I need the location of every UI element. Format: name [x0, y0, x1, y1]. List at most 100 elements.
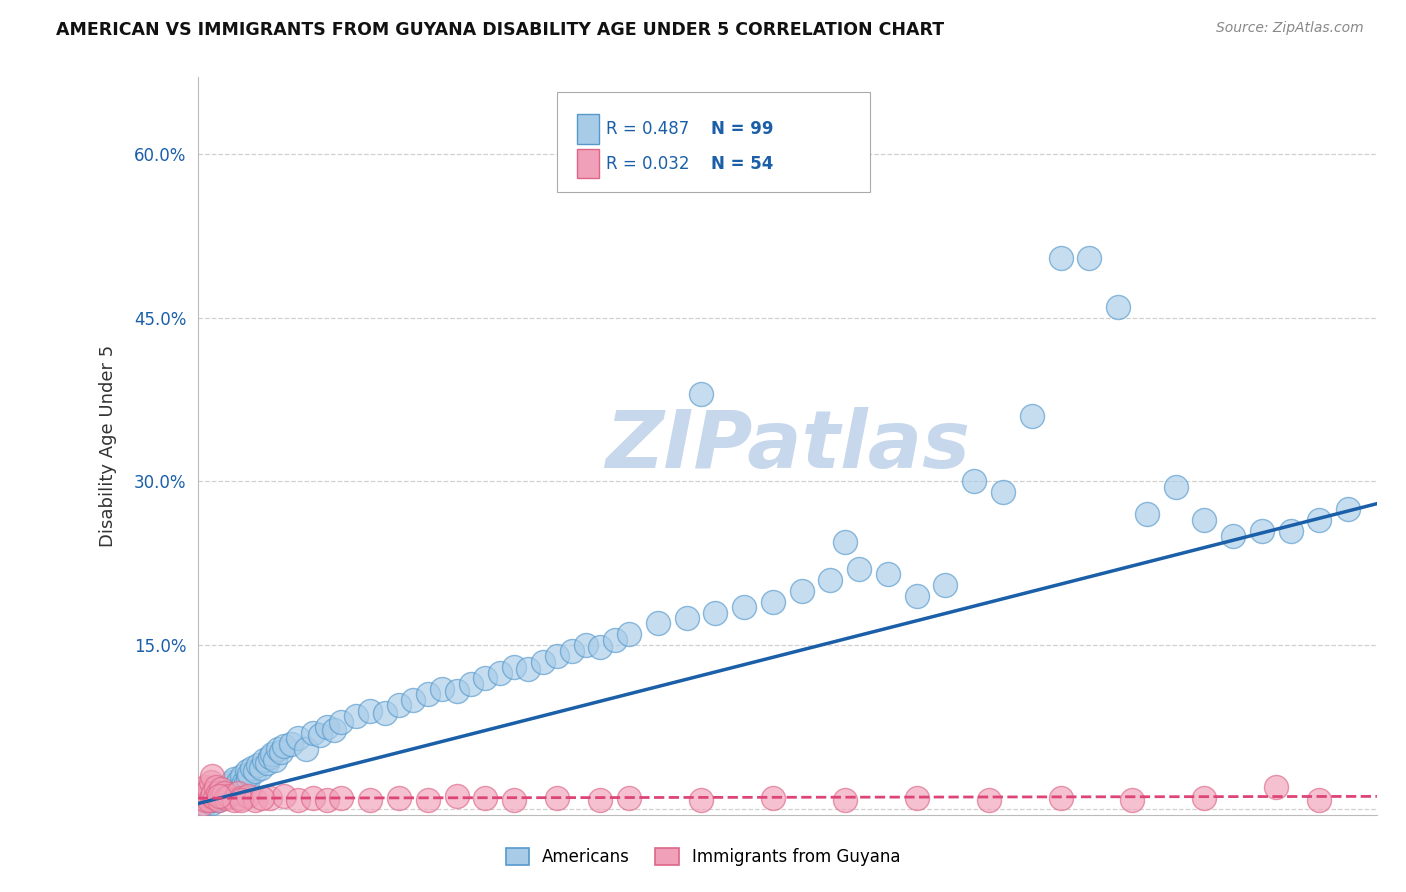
Point	[221, 774, 243, 789]
Point	[589, 793, 612, 807]
Point	[834, 534, 856, 549]
Point	[207, 786, 229, 800]
Point	[201, 789, 224, 803]
Point	[218, 789, 240, 803]
Point	[273, 739, 295, 753]
Point	[617, 627, 640, 641]
Point	[229, 780, 252, 795]
Point	[374, 706, 396, 720]
Point	[207, 793, 229, 807]
Point	[267, 742, 290, 756]
Point	[212, 786, 235, 800]
Text: R = 0.487: R = 0.487	[606, 120, 689, 138]
Point	[201, 769, 224, 783]
Point	[733, 600, 755, 615]
Point	[233, 778, 256, 792]
Point	[834, 793, 856, 807]
Point	[316, 793, 339, 807]
Point	[503, 793, 526, 807]
Point	[197, 789, 219, 803]
Point	[416, 793, 439, 807]
Point	[219, 782, 242, 797]
Point	[250, 761, 273, 775]
Point	[820, 573, 842, 587]
Point	[1164, 480, 1187, 494]
Point	[252, 791, 274, 805]
Point	[1121, 793, 1143, 807]
Point	[253, 753, 276, 767]
Point	[330, 791, 353, 805]
Point	[193, 791, 215, 805]
Point	[934, 578, 956, 592]
Point	[197, 791, 219, 805]
Point	[211, 789, 233, 803]
Point	[877, 567, 900, 582]
Point	[232, 774, 254, 789]
Point	[344, 709, 367, 723]
Point	[229, 793, 252, 807]
Point	[1078, 251, 1101, 265]
Point	[1308, 513, 1330, 527]
Point	[1265, 780, 1288, 795]
Point	[226, 774, 249, 789]
Point	[323, 723, 346, 738]
Point	[287, 793, 309, 807]
Point	[208, 793, 231, 807]
Point	[195, 786, 218, 800]
Point	[204, 786, 226, 800]
Point	[1251, 524, 1274, 538]
Legend: Americans, Immigrants from Guyana: Americans, Immigrants from Guyana	[498, 840, 908, 875]
Bar	[578, 114, 599, 144]
Point	[561, 644, 583, 658]
Point	[905, 589, 928, 603]
Point	[647, 616, 669, 631]
Bar	[578, 149, 599, 178]
Point	[488, 665, 510, 680]
Point	[217, 786, 239, 800]
Point	[1136, 508, 1159, 522]
Point	[204, 791, 226, 805]
Point	[198, 793, 221, 807]
Point	[235, 764, 257, 778]
Point	[301, 725, 323, 739]
Point	[200, 774, 222, 789]
Point	[262, 747, 284, 762]
Point	[446, 789, 468, 803]
Point	[589, 640, 612, 655]
Point	[259, 791, 281, 805]
Point	[198, 793, 221, 807]
Point	[273, 789, 295, 803]
Point	[191, 797, 214, 811]
Point	[209, 782, 232, 797]
Point	[503, 660, 526, 674]
Point	[388, 791, 411, 805]
Text: Source: ZipAtlas.com: Source: ZipAtlas.com	[1216, 21, 1364, 35]
Text: R = 0.032: R = 0.032	[606, 155, 689, 173]
Point	[1194, 791, 1216, 805]
Point	[546, 791, 568, 805]
Point	[1107, 300, 1129, 314]
Point	[264, 753, 287, 767]
Point	[205, 780, 228, 795]
Point	[256, 756, 278, 771]
Point	[238, 767, 260, 781]
Point	[194, 793, 217, 807]
Point	[229, 791, 252, 805]
Point	[546, 649, 568, 664]
Point	[690, 387, 713, 401]
Point	[225, 782, 247, 797]
Point	[280, 737, 302, 751]
Point	[236, 789, 259, 803]
Point	[575, 638, 598, 652]
Point	[675, 611, 697, 625]
Point	[704, 606, 727, 620]
Point	[474, 671, 496, 685]
Point	[416, 688, 439, 702]
Point	[1021, 409, 1043, 423]
Point	[202, 793, 225, 807]
Point	[330, 714, 353, 729]
Point	[222, 772, 245, 786]
Point	[1049, 251, 1071, 265]
Point	[474, 791, 496, 805]
Point	[316, 720, 339, 734]
